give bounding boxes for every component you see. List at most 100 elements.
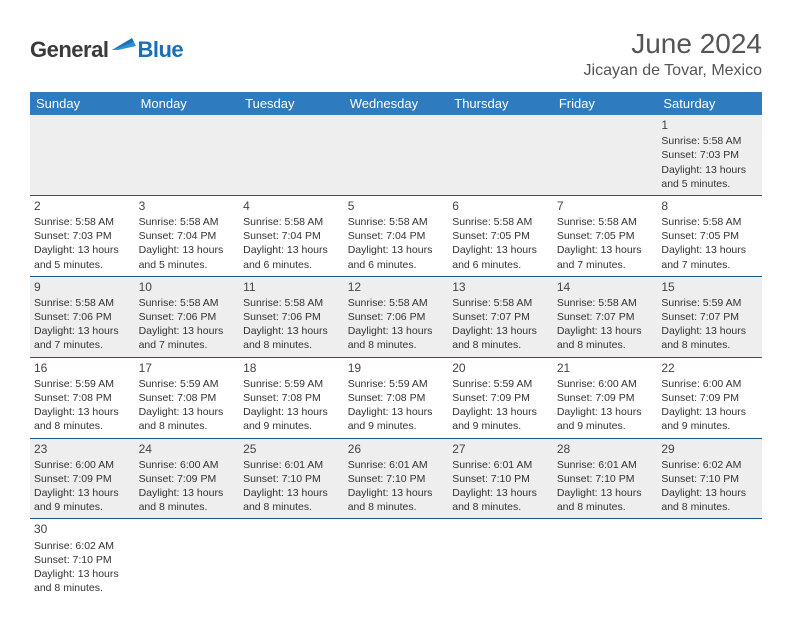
calendar-day-cell: 30Sunrise: 6:02 AMSunset: 7:10 PMDayligh… [30,519,135,599]
day-number: 13 [452,279,549,295]
calendar-day-cell: 19Sunrise: 5:59 AMSunset: 7:08 PMDayligh… [344,357,449,438]
calendar-day-cell: 16Sunrise: 5:59 AMSunset: 7:08 PMDayligh… [30,357,135,438]
daylight-line: Daylight: 13 hours and 6 minutes. [348,243,445,271]
flag-icon [112,36,136,57]
sunrise-line: Sunrise: 6:01 AM [243,458,340,472]
daylight-line: Daylight: 13 hours and 8 minutes. [452,486,549,514]
calendar-day-cell: 7Sunrise: 5:58 AMSunset: 7:05 PMDaylight… [553,195,658,276]
day-number: 25 [243,441,340,457]
sunrise-line: Sunrise: 6:00 AM [661,377,758,391]
calendar-table: Sunday Monday Tuesday Wednesday Thursday… [30,92,762,599]
calendar-week-row: 23Sunrise: 6:00 AMSunset: 7:09 PMDayligh… [30,438,762,519]
sunset-line: Sunset: 7:04 PM [348,229,445,243]
day-number: 12 [348,279,445,295]
calendar-day-cell: 3Sunrise: 5:58 AMSunset: 7:04 PMDaylight… [135,195,240,276]
sunrise-line: Sunrise: 5:58 AM [243,215,340,229]
sunset-line: Sunset: 7:10 PM [661,472,758,486]
day-number: 28 [557,441,654,457]
sunrise-line: Sunrise: 5:58 AM [243,296,340,310]
day-number: 26 [348,441,445,457]
day-number: 15 [661,279,758,295]
daylight-line: Daylight: 13 hours and 8 minutes. [557,486,654,514]
daylight-line: Daylight: 13 hours and 7 minutes. [34,324,131,352]
day-number: 7 [557,198,654,214]
calendar-day-cell: 15Sunrise: 5:59 AMSunset: 7:07 PMDayligh… [657,276,762,357]
daylight-line: Daylight: 13 hours and 5 minutes. [661,163,758,191]
daylight-line: Daylight: 13 hours and 5 minutes. [34,243,131,271]
sunrise-line: Sunrise: 5:58 AM [139,296,236,310]
daylight-line: Daylight: 13 hours and 9 minutes. [452,405,549,433]
calendar-day-cell: 24Sunrise: 6:00 AMSunset: 7:09 PMDayligh… [135,438,240,519]
logo-text-general: General [30,37,108,63]
calendar-day-cell: 1Sunrise: 5:58 AMSunset: 7:03 PMDaylight… [657,115,762,195]
daylight-line: Daylight: 13 hours and 9 minutes. [243,405,340,433]
calendar-day-cell: 27Sunrise: 6:01 AMSunset: 7:10 PMDayligh… [448,438,553,519]
day-number: 9 [34,279,131,295]
sunset-line: Sunset: 7:04 PM [139,229,236,243]
location: Jicayan de Tovar, Mexico [584,62,762,80]
daylight-line: Daylight: 13 hours and 7 minutes. [557,243,654,271]
sunrise-line: Sunrise: 5:58 AM [557,215,654,229]
daylight-line: Daylight: 13 hours and 8 minutes. [139,405,236,433]
calendar-day-cell: 29Sunrise: 6:02 AMSunset: 7:10 PMDayligh… [657,438,762,519]
sunset-line: Sunset: 7:06 PM [34,310,131,324]
sunset-line: Sunset: 7:07 PM [661,310,758,324]
daylight-line: Daylight: 13 hours and 9 minutes. [557,405,654,433]
sunset-line: Sunset: 7:05 PM [661,229,758,243]
daylight-line: Daylight: 13 hours and 8 minutes. [348,486,445,514]
daylight-line: Daylight: 13 hours and 6 minutes. [452,243,549,271]
calendar-day-cell [448,519,553,599]
sunset-line: Sunset: 7:08 PM [34,391,131,405]
calendar-day-cell: 8Sunrise: 5:58 AMSunset: 7:05 PMDaylight… [657,195,762,276]
sunrise-line: Sunrise: 6:01 AM [452,458,549,472]
calendar-week-row: 1Sunrise: 5:58 AMSunset: 7:03 PMDaylight… [30,115,762,195]
daylight-line: Daylight: 13 hours and 8 minutes. [243,324,340,352]
calendar-day-cell: 28Sunrise: 6:01 AMSunset: 7:10 PMDayligh… [553,438,658,519]
calendar-day-cell: 26Sunrise: 6:01 AMSunset: 7:10 PMDayligh… [344,438,449,519]
daylight-line: Daylight: 13 hours and 7 minutes. [661,243,758,271]
day-number: 17 [139,360,236,376]
sunset-line: Sunset: 7:09 PM [139,472,236,486]
day-number: 19 [348,360,445,376]
day-number: 8 [661,198,758,214]
title-block: June 2024 Jicayan de Tovar, Mexico [584,28,762,80]
sunset-line: Sunset: 7:07 PM [452,310,549,324]
sunrise-line: Sunrise: 6:00 AM [139,458,236,472]
calendar-day-cell [135,115,240,195]
sunrise-line: Sunrise: 5:59 AM [243,377,340,391]
sunrise-line: Sunrise: 5:58 AM [557,296,654,310]
day-number: 16 [34,360,131,376]
calendar-day-cell: 10Sunrise: 5:58 AMSunset: 7:06 PMDayligh… [135,276,240,357]
sunset-line: Sunset: 7:06 PM [243,310,340,324]
calendar-day-cell: 11Sunrise: 5:58 AMSunset: 7:06 PMDayligh… [239,276,344,357]
calendar-day-cell [344,519,449,599]
daylight-line: Daylight: 13 hours and 7 minutes. [139,324,236,352]
day-number: 30 [34,521,131,537]
day-number: 4 [243,198,340,214]
sunrise-line: Sunrise: 6:02 AM [34,539,131,553]
sunrise-line: Sunrise: 6:00 AM [34,458,131,472]
day-number: 1 [661,117,758,133]
calendar-day-cell: 14Sunrise: 5:58 AMSunset: 7:07 PMDayligh… [553,276,658,357]
sunset-line: Sunset: 7:09 PM [34,472,131,486]
sunset-line: Sunset: 7:08 PM [243,391,340,405]
day-number: 27 [452,441,549,457]
sunset-line: Sunset: 7:06 PM [348,310,445,324]
sunrise-line: Sunrise: 5:58 AM [139,215,236,229]
sunrise-line: Sunrise: 6:02 AM [661,458,758,472]
calendar-day-cell: 9Sunrise: 5:58 AMSunset: 7:06 PMDaylight… [30,276,135,357]
calendar-week-row: 16Sunrise: 5:59 AMSunset: 7:08 PMDayligh… [30,357,762,438]
day-number: 21 [557,360,654,376]
sunset-line: Sunset: 7:09 PM [661,391,758,405]
sunrise-line: Sunrise: 5:59 AM [661,296,758,310]
calendar-day-cell: 12Sunrise: 5:58 AMSunset: 7:06 PMDayligh… [344,276,449,357]
sunrise-line: Sunrise: 5:59 AM [348,377,445,391]
calendar-day-cell: 2Sunrise: 5:58 AMSunset: 7:03 PMDaylight… [30,195,135,276]
daylight-line: Daylight: 13 hours and 8 minutes. [34,567,131,595]
sunset-line: Sunset: 7:10 PM [452,472,549,486]
daylight-line: Daylight: 13 hours and 9 minutes. [661,405,758,433]
sunrise-line: Sunrise: 5:58 AM [348,296,445,310]
daylight-line: Daylight: 13 hours and 8 minutes. [557,324,654,352]
daylight-line: Daylight: 13 hours and 8 minutes. [34,405,131,433]
daylight-line: Daylight: 13 hours and 8 minutes. [243,486,340,514]
